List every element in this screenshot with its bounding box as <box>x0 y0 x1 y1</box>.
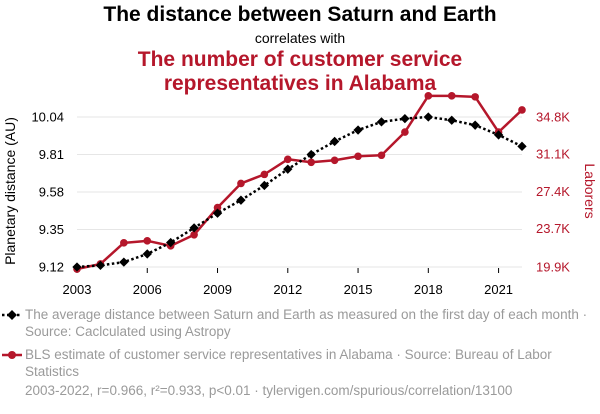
legend-marker-alabama <box>2 351 22 359</box>
data-point-saturn <box>493 130 504 140</box>
plot-area: 9.12 9.35 9.58 9.81 10.04 19.9K 23.7K 27.4K 31.… <box>2 92 598 297</box>
left-axis-ticks: 9.12 9.35 9.58 9.81 10.04 <box>31 110 64 275</box>
x-tick-label: 2006 <box>133 282 162 297</box>
data-point-saturn <box>517 141 527 152</box>
right-axis-ticks: 19.9K 23.7K 27.4K 31.1K 34.8K <box>536 110 570 275</box>
right-tick-label: 27.4K <box>536 184 570 199</box>
chart-title: The distance between Saturn and Earth <box>103 3 497 26</box>
data-point-alabama <box>377 151 386 160</box>
x-tick-label: 2015 <box>344 282 373 297</box>
data-point-saturn <box>189 223 199 233</box>
data-point-saturn <box>142 249 152 259</box>
data-point-alabama <box>471 93 479 101</box>
chart-subtitle: The number of customer service represent… <box>0 48 600 96</box>
data-point-saturn <box>353 125 363 135</box>
data-point-saturn <box>236 195 246 205</box>
left-tick-label: 10.04 <box>31 110 64 125</box>
data-point-alabama <box>237 179 245 188</box>
right-tick-label: 34.8K <box>536 110 570 125</box>
legend-text-alabama: BLS estimate of customer service represe… <box>25 347 552 379</box>
data-point-alabama <box>354 152 362 161</box>
right-tick-label: 19.9K <box>536 260 570 275</box>
data-point-alabama <box>190 230 198 239</box>
legend-item-saturn: The average distance between Saturn and … <box>0 306 590 342</box>
data-point-alabama <box>424 92 433 100</box>
legend-text-saturn: The average distance between Saturn and … <box>25 307 588 339</box>
data-point-saturn <box>470 120 480 130</box>
series-line-saturn <box>76 115 523 269</box>
data-point-alabama <box>330 156 339 165</box>
data-point-saturn <box>400 113 410 124</box>
legend-marker-saturn <box>2 310 22 320</box>
x-tick-label: 2009 <box>203 282 232 297</box>
data-point-saturn <box>447 115 457 125</box>
data-point-saturn <box>283 164 293 174</box>
data-point-alabama <box>260 170 269 179</box>
series-saturn-distance <box>72 112 527 272</box>
subtitle-line-1: The number of customer service <box>137 48 463 71</box>
left-tick-label: 9.81 <box>39 147 64 162</box>
legend-item-alabama: BLS estimate of customer service represe… <box>0 346 590 382</box>
data-point-saturn <box>259 180 270 191</box>
correlates-with-label: correlates with <box>254 30 346 46</box>
data-point-saturn <box>329 136 340 147</box>
data-point-saturn <box>376 117 387 127</box>
data-point-alabama <box>213 203 222 212</box>
correlation-footer: 2003-2022, r=0.966, r²=0.933, p<0.01 · t… <box>25 383 513 398</box>
x-tick-label: 2003 <box>63 282 92 297</box>
x-axis-ticks: 2003 2006 2009 2012 2015 2018 2021 <box>63 268 513 297</box>
data-point-alabama <box>143 237 152 245</box>
right-tick-label: 31.1K <box>536 147 570 162</box>
data-point-alabama <box>283 155 292 164</box>
left-axis-label: Planetary distance (AU) <box>2 117 18 265</box>
x-tick-label: 2012 <box>273 282 302 297</box>
data-point-saturn <box>306 149 316 160</box>
x-tick-label: 2018 <box>414 282 443 297</box>
data-point-saturn <box>423 112 433 122</box>
data-point-alabama <box>447 92 456 100</box>
left-tick-label: 9.58 <box>39 185 64 200</box>
data-point-saturn <box>212 208 223 218</box>
right-axis-label: Laborers <box>582 163 598 218</box>
right-tick-label: 23.7K <box>536 221 570 236</box>
data-point-alabama <box>120 239 128 247</box>
data-point-alabama <box>518 106 526 114</box>
left-tick-label: 9.35 <box>39 222 64 237</box>
data-point-saturn <box>166 237 176 248</box>
left-tick-label: 9.12 <box>39 260 64 275</box>
series-alabama-reps <box>73 92 526 273</box>
x-tick-label: 2021 <box>484 282 513 297</box>
data-point-alabama <box>307 158 316 167</box>
data-point-saturn <box>119 257 129 267</box>
subtitle-line-2: representatives in Alabama <box>163 72 437 95</box>
data-point-alabama <box>401 128 409 136</box>
gridlines <box>77 116 522 268</box>
